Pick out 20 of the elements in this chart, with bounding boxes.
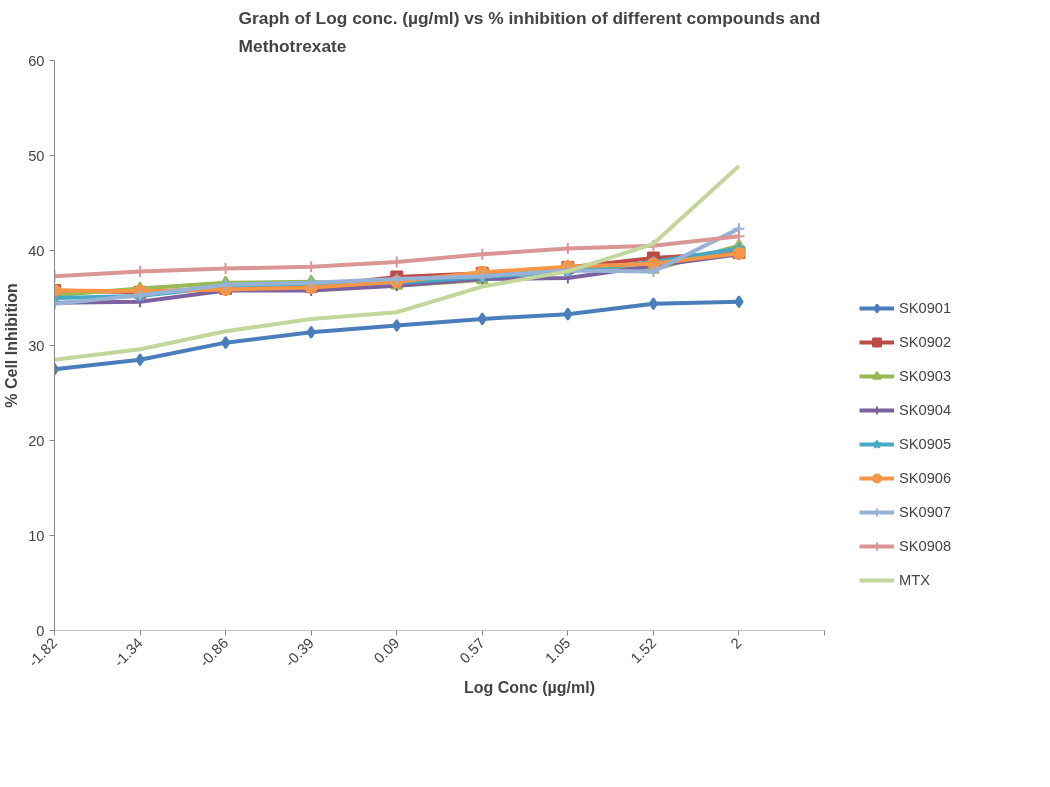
x-axis-title: Log Conc (µg/ml) xyxy=(464,679,595,697)
legend-label: SK0905 xyxy=(899,436,952,452)
y-tick-label: 60 xyxy=(28,52,45,69)
y-axis-title: % Cell Inhibition xyxy=(3,283,21,408)
y-tick-label: 0 xyxy=(36,622,45,639)
x-tick-label: 2 xyxy=(727,634,745,652)
legend-label: SK0908 xyxy=(899,538,952,554)
y-tick-label: 30 xyxy=(28,337,45,354)
y-tick-label: 10 xyxy=(28,527,45,544)
legend-label: SK0903 xyxy=(899,368,952,384)
legend-label: SK0906 xyxy=(899,470,952,486)
legend-label: MTX xyxy=(899,572,930,588)
y-tick-label: 40 xyxy=(28,242,45,259)
legend-label: SK0904 xyxy=(899,402,952,418)
chart-title: Graph of Log conc. (µg/ml) vs % inhibition of different compounds and Methotrexate xyxy=(238,7,821,56)
legend-label: SK0907 xyxy=(899,504,952,520)
y-tick-label: 50 xyxy=(28,147,45,164)
y-tick-label: 20 xyxy=(28,432,45,449)
legend-label: SK0902 xyxy=(899,334,952,350)
legend-label: SK0901 xyxy=(899,300,952,316)
